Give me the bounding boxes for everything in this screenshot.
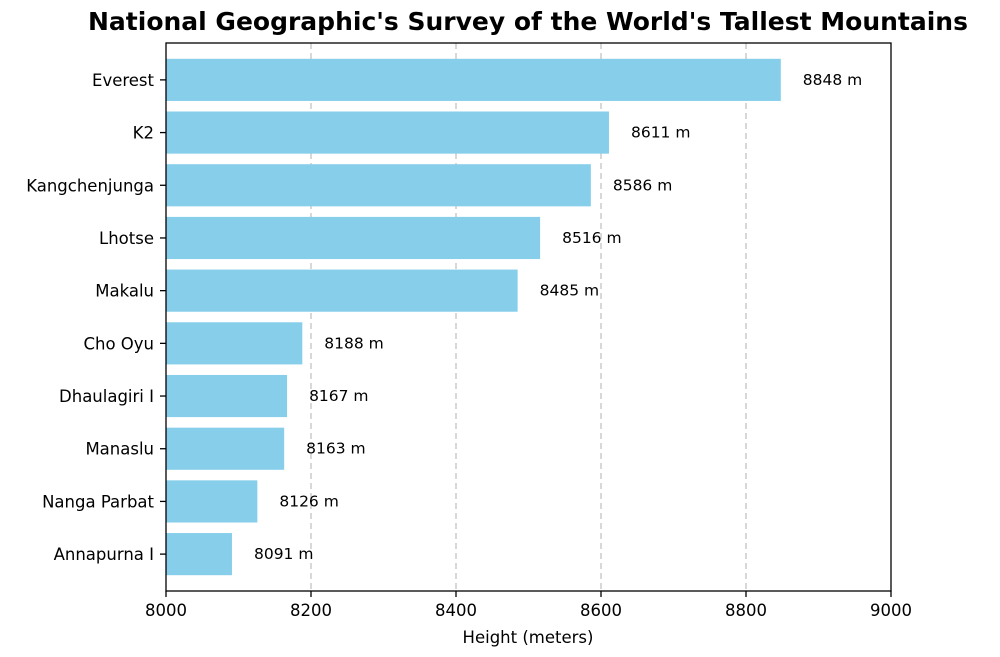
- y-tick-label: Nanga Parbat: [42, 492, 154, 511]
- data-label: 8848 m: [803, 71, 862, 89]
- data-labels: 8848 m 8611 m 8586 m 8516 m 8485 m 8188 m 8167…: [254, 71, 862, 563]
- y-tick-label: Kangchenjunga: [26, 176, 154, 195]
- data-label: 8188 m: [324, 334, 383, 352]
- y-tick-label: Everest: [92, 71, 155, 90]
- bar: [166, 216, 541, 260]
- bar: [166, 58, 781, 101]
- y-tick-label: K2: [133, 124, 154, 143]
- bar: [166, 533, 232, 576]
- bar: [166, 374, 288, 418]
- y-tick-label: Makalu: [95, 282, 154, 301]
- data-label: 8126 m: [279, 492, 338, 510]
- y-axis: Everest K2 Kangchenjunga Lhotse Makalu Cho Oy…: [26, 71, 166, 564]
- data-label: 8586 m: [613, 176, 672, 194]
- bar: [166, 322, 303, 365]
- y-tick-label: Manaslu: [85, 440, 154, 459]
- x-tick-label: 8400: [435, 601, 477, 620]
- data-label: 8163 m: [306, 440, 365, 458]
- data-label: 8516 m: [562, 229, 621, 247]
- y-tick-label: Dhaulagiri I: [59, 387, 154, 406]
- x-tick-label: 8600: [580, 601, 622, 620]
- plot-frame: [165, 42, 892, 592]
- bar: [166, 480, 258, 523]
- data-label: 8611 m: [631, 124, 690, 142]
- y-tick-label: Lhotse: [99, 229, 154, 248]
- bar: [166, 427, 285, 470]
- x-tick-label: 8800: [725, 601, 767, 620]
- data-label: 8485 m: [540, 282, 599, 300]
- y-tick-label: Cho Oyu: [83, 334, 154, 353]
- x-tick-label: 8000: [145, 601, 187, 620]
- data-label: 8091 m: [254, 545, 313, 563]
- x-axis-label: Height (meters): [463, 628, 594, 647]
- x-tick-label: 9000: [870, 601, 912, 620]
- x-tick-label: 8200: [290, 601, 332, 620]
- bar: [166, 164, 591, 207]
- bar: [166, 269, 518, 312]
- x-axis: 8000 8200 8400 8600 8800 9000: [145, 591, 912, 620]
- y-tick-label: Annapurna I: [54, 545, 154, 564]
- chart-title: National Geographic's Survey of the Worl…: [88, 7, 968, 36]
- bar: [166, 111, 609, 154]
- data-label: 8167 m: [309, 387, 368, 405]
- bars: [166, 58, 781, 576]
